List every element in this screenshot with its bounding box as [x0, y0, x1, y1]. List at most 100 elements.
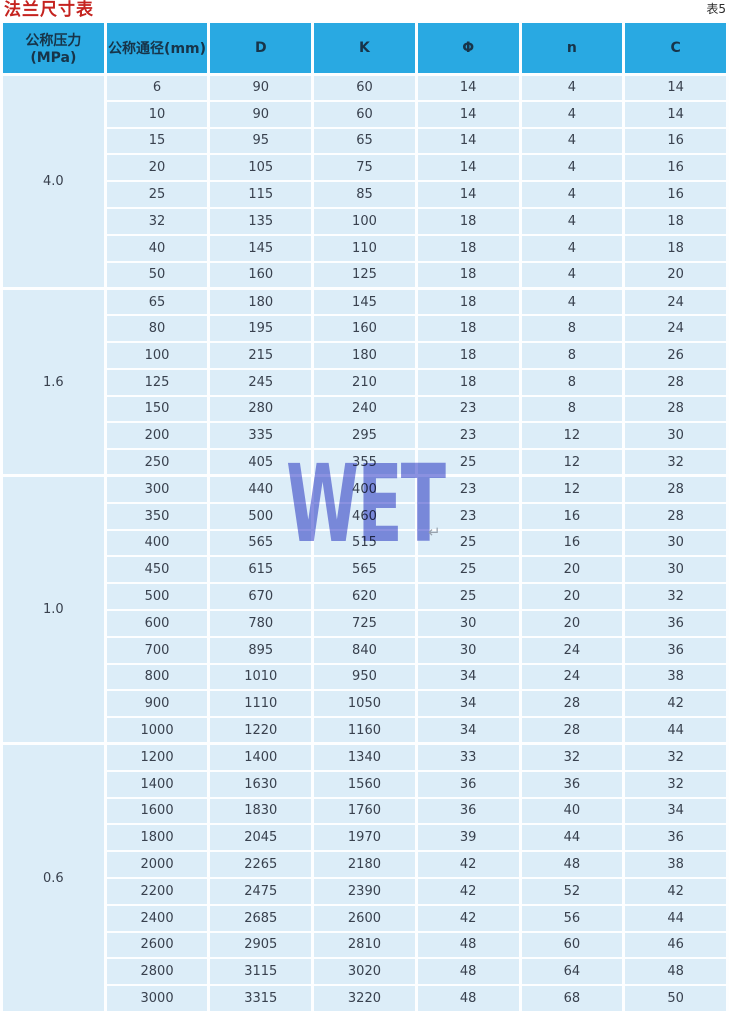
value-cell: 195 [207, 314, 315, 343]
value-cell: 24 [518, 662, 626, 692]
value-cell: 405 [207, 448, 315, 477]
value-cell: 2400 [103, 903, 211, 933]
value-cell: 600 [103, 608, 211, 638]
value-cell: 1340 [311, 742, 418, 772]
value-cell: 840 [311, 635, 418, 665]
table-row: 1.6 65 180 145 18 4 24 [0, 286, 729, 477]
value-cell: 3000 [103, 984, 211, 1011]
value-cell: 3220 [311, 984, 418, 1011]
value-cell: 30 [622, 421, 729, 451]
value-cell: 18 [414, 367, 522, 397]
value-cell: 36 [414, 769, 522, 799]
value-cell: 20 [518, 582, 626, 611]
value-cell: 36 [622, 823, 729, 853]
value-cell: 565 [311, 555, 418, 585]
pressure-group-cell: 4.0 [0, 72, 107, 290]
table-number-note: 表5 [706, 2, 726, 16]
value-cell: 335 [207, 421, 315, 451]
value-cell: 210 [311, 367, 418, 397]
value-cell: 50 [622, 984, 729, 1011]
table-row: 250 405 355 25 12 32 [2, 448, 729, 477]
value-cell: 50 [103, 260, 211, 290]
value-cell: 36 [622, 608, 729, 638]
value-cell: 28 [622, 501, 729, 531]
value-cell: 800 [103, 662, 211, 692]
value-cell: 1050 [311, 689, 418, 719]
table-row: 10 90 60 14 4 14 [2, 99, 729, 129]
value-cell: 180 [207, 286, 315, 317]
value-cell: 52 [518, 876, 626, 906]
value-cell: 12 [518, 474, 626, 504]
value-cell: 28 [622, 474, 729, 504]
table-row: 2400 2685 2600 42 56 44 [2, 903, 729, 933]
value-cell: 4 [518, 153, 626, 183]
value-cell: 4 [518, 126, 626, 156]
value-cell: 440 [207, 474, 315, 504]
value-cell: 100 [311, 206, 418, 236]
value-cell: 65 [103, 286, 211, 317]
value-cell: 1560 [311, 769, 418, 799]
value-cell: 3020 [311, 957, 418, 987]
value-cell: 23 [414, 474, 522, 504]
value-cell: 355 [311, 448, 418, 477]
table-row: 400 565 515 25 16 30 [2, 528, 729, 558]
value-cell: 60 [311, 72, 418, 102]
table-body: 4.0 6 90 60 14 4 14 10 90 60 14 4 14 15 95 65 14 4 16 20 105… [0, 72, 729, 1011]
table-row: 2600 2905 2810 48 60 46 [2, 930, 729, 960]
table-row: 40 145 110 18 4 18 [2, 233, 729, 263]
value-cell: 44 [622, 903, 729, 933]
value-cell: 8 [518, 394, 626, 424]
value-cell: 14 [414, 180, 522, 209]
table-row: 1.0 300 440 400 23 12 28 [0, 474, 729, 745]
value-cell: 15 [103, 126, 211, 156]
table-row: 32 135 100 18 4 18 [2, 206, 729, 236]
value-cell: 68 [518, 984, 626, 1011]
value-cell: 900 [103, 689, 211, 719]
value-cell: 44 [518, 823, 626, 853]
value-cell: 1160 [311, 716, 418, 745]
value-cell: 34 [622, 796, 729, 826]
value-cell: 25 [414, 448, 522, 477]
value-cell: 780 [207, 608, 315, 638]
value-cell: 725 [311, 608, 418, 638]
value-cell: 33 [414, 742, 522, 772]
value-cell: 500 [207, 501, 315, 531]
value-cell: 24 [622, 286, 729, 317]
table-row: 1800 2045 1970 39 44 36 [2, 823, 729, 853]
value-cell: 150 [103, 394, 211, 424]
value-cell: 30 [414, 608, 522, 638]
value-cell: 3315 [207, 984, 315, 1011]
value-cell: 2905 [207, 930, 315, 960]
value-cell: 48 [414, 930, 522, 960]
column-header: D [207, 21, 315, 75]
value-cell: 1600 [103, 796, 211, 826]
value-cell: 85 [311, 180, 418, 209]
value-cell: 300 [103, 474, 211, 504]
value-cell: 1200 [103, 742, 211, 772]
value-cell: 20 [103, 153, 211, 183]
value-cell: 1110 [207, 689, 315, 719]
value-cell: 23 [414, 394, 522, 424]
value-cell: 1800 [103, 823, 211, 853]
value-cell: 4 [518, 286, 626, 317]
value-cell: 32 [518, 742, 626, 772]
table-row: 0.6 1200 1400 1340 33 32 32 [0, 742, 729, 1011]
value-cell: 515 [311, 528, 418, 558]
value-cell: 23 [414, 421, 522, 451]
value-cell: 65 [311, 126, 418, 156]
value-cell: 1630 [207, 769, 315, 799]
value-cell: 32 [103, 206, 211, 236]
table-row: 500 670 620 25 20 32 [2, 582, 729, 611]
value-cell: 4 [518, 260, 626, 290]
value-cell: 36 [622, 635, 729, 665]
value-cell: 115 [207, 180, 315, 209]
table-row: 4.0 6 90 60 14 4 14 [0, 72, 729, 290]
value-cell: 3115 [207, 957, 315, 987]
value-cell: 4 [518, 233, 626, 263]
value-cell: 44 [622, 716, 729, 745]
value-cell: 100 [103, 340, 211, 370]
value-cell: 180 [311, 340, 418, 370]
pressure-group-cell: 1.6 [0, 286, 107, 477]
